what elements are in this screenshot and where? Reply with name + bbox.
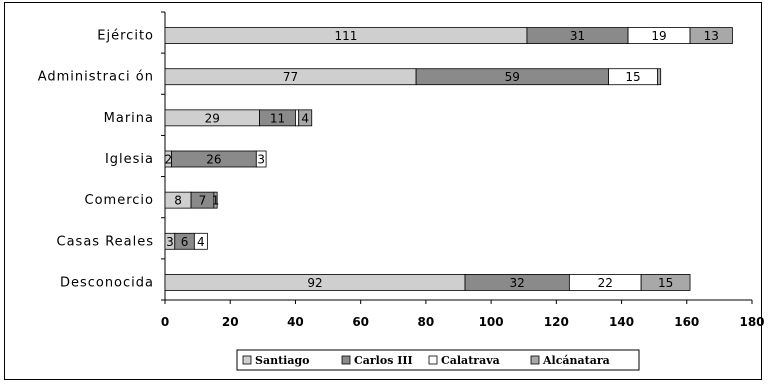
bar-segment xyxy=(640,274,691,291)
data-label: 26 xyxy=(206,153,221,167)
data-label: 2 xyxy=(164,153,172,167)
legend-swatch xyxy=(341,355,351,365)
data-label: 15 xyxy=(658,276,673,290)
data-label: 8 xyxy=(174,194,182,208)
data-label: 77 xyxy=(283,70,298,84)
x-tick-label: 80 xyxy=(418,315,435,329)
bar-segment xyxy=(295,109,300,127)
data-label: 3 xyxy=(257,153,265,167)
category-label: Casas Reales xyxy=(57,234,154,249)
data-label: 1 xyxy=(212,194,220,208)
data-label: 7 xyxy=(199,194,207,208)
legend-swatch xyxy=(242,355,252,365)
bar-segment xyxy=(213,191,218,209)
legend-swatch xyxy=(428,355,438,365)
category-label: Administraci ón xyxy=(38,70,154,85)
data-label: 31 xyxy=(570,29,585,43)
data-label: 29 xyxy=(205,111,220,125)
x-tick-label: 140 xyxy=(609,315,634,329)
data-label: 4 xyxy=(197,235,205,249)
bar-segment xyxy=(298,109,313,127)
x-tick-label: 40 xyxy=(287,315,304,329)
data-label: 4 xyxy=(301,111,309,125)
legend-label: Calatrava xyxy=(441,354,500,367)
bar-segment xyxy=(689,27,733,44)
data-label: 19 xyxy=(651,29,666,43)
data-label: 15 xyxy=(625,70,640,84)
data-label: 11 xyxy=(270,111,285,125)
x-tick-label: 120 xyxy=(544,315,569,329)
legend-box xyxy=(236,349,640,371)
x-tick-label: 160 xyxy=(674,315,699,329)
data-label: 59 xyxy=(505,70,520,84)
data-label: 111 xyxy=(335,29,358,43)
legend-label: Alcánatara xyxy=(542,354,610,367)
data-label: 13 xyxy=(704,29,719,43)
legend-swatch xyxy=(530,355,540,365)
x-tick-label: 180 xyxy=(739,315,764,329)
legend-label: Santiago xyxy=(255,354,309,367)
category-label: Ejército xyxy=(97,29,154,44)
data-label: 22 xyxy=(598,276,613,290)
legend-label: Carlos III xyxy=(354,354,413,367)
category-label: Iglesia xyxy=(105,152,154,167)
data-label: 6 xyxy=(181,235,189,249)
x-tick-label: 100 xyxy=(479,315,504,329)
chart-frame xyxy=(4,2,762,380)
data-label: 92 xyxy=(307,276,322,290)
category-label: Desconocida xyxy=(60,275,154,290)
category-label: Comercio xyxy=(85,193,154,208)
bar-segment xyxy=(193,232,208,250)
bar-segment xyxy=(255,150,267,168)
x-tick-label: 60 xyxy=(352,315,369,329)
data-label: 3 xyxy=(166,235,174,249)
x-tick-label: 20 xyxy=(222,315,239,329)
x-tick-label: 0 xyxy=(161,315,169,329)
data-label: 32 xyxy=(510,276,525,290)
bar-segment xyxy=(657,68,662,86)
category-label: Marina xyxy=(104,111,154,126)
